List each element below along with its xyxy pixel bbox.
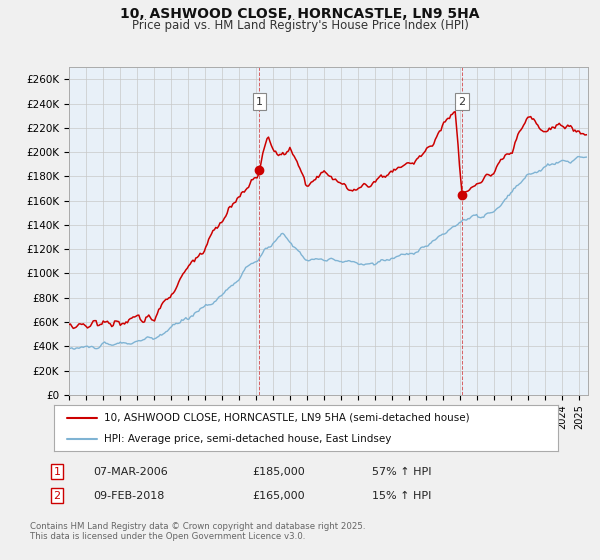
Text: 07-MAR-2006: 07-MAR-2006	[93, 466, 168, 477]
Text: £165,000: £165,000	[252, 491, 305, 501]
Text: Contains HM Land Registry data © Crown copyright and database right 2025.
This d: Contains HM Land Registry data © Crown c…	[30, 522, 365, 542]
Text: 09-FEB-2018: 09-FEB-2018	[93, 491, 164, 501]
Text: 10, ASHWOOD CLOSE, HORNCASTLE, LN9 5HA (semi-detached house): 10, ASHWOOD CLOSE, HORNCASTLE, LN9 5HA (…	[104, 413, 470, 423]
Text: 57% ↑ HPI: 57% ↑ HPI	[372, 466, 431, 477]
Text: 2: 2	[53, 491, 61, 501]
Text: HPI: Average price, semi-detached house, East Lindsey: HPI: Average price, semi-detached house,…	[104, 435, 392, 444]
Text: 1: 1	[53, 466, 61, 477]
Text: £185,000: £185,000	[252, 466, 305, 477]
Text: 1: 1	[256, 96, 263, 106]
Text: 2: 2	[458, 96, 466, 106]
Text: 15% ↑ HPI: 15% ↑ HPI	[372, 491, 431, 501]
Text: 10, ASHWOOD CLOSE, HORNCASTLE, LN9 5HA: 10, ASHWOOD CLOSE, HORNCASTLE, LN9 5HA	[120, 7, 480, 21]
Text: Price paid vs. HM Land Registry's House Price Index (HPI): Price paid vs. HM Land Registry's House …	[131, 19, 469, 32]
